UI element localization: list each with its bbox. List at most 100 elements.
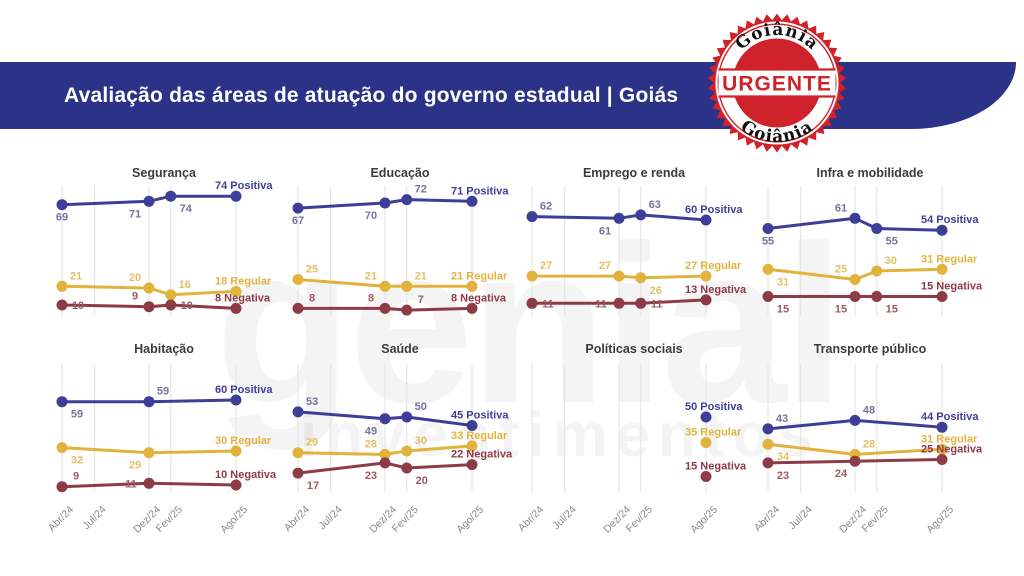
value-label: 34 (777, 451, 790, 463)
series-line-negativa (296, 461, 474, 475)
value-label: 16 (179, 279, 191, 291)
series-end-label: 45 Positiva (451, 410, 509, 422)
data-point (143, 301, 155, 313)
value-label: 70 (365, 210, 377, 222)
data-point (613, 297, 625, 309)
value-label: 11 (542, 298, 554, 310)
data-point (762, 223, 774, 234)
data-point (936, 224, 948, 236)
stamp-band (718, 68, 836, 98)
data-point (379, 280, 391, 292)
value-label: 20 (416, 475, 428, 487)
data-point (762, 423, 774, 435)
series-end-label: 31 Regular (921, 253, 978, 265)
series-end-label: 8 Negativa (215, 292, 271, 304)
x-tick-label: Jul/24 (550, 504, 578, 532)
value-label: 15 (835, 304, 847, 316)
value-label: 29 (129, 460, 141, 472)
x-tick-label: Abr/24 (752, 504, 782, 534)
series-line-positiva (60, 194, 238, 207)
data-point (700, 270, 712, 282)
value-label: 10 (72, 300, 84, 312)
data-point (292, 467, 304, 479)
data-point (401, 411, 413, 423)
series-line-positiva (296, 198, 474, 210)
data-point (143, 396, 155, 408)
x-tick-label: Ago/25 (454, 504, 486, 536)
value-label: 53 (306, 396, 318, 408)
data-point (56, 299, 68, 311)
data-point (936, 454, 948, 465)
data-point (292, 447, 304, 459)
series-end-label: 50 Positiva (685, 401, 743, 413)
data-point (700, 294, 712, 306)
header-banner: Avaliação das áreas de atuação do govern… (0, 62, 1016, 129)
series-line-negativa (530, 298, 708, 305)
urgente-stamp: Goiânia URGENTE Goiânia (707, 13, 847, 153)
value-label: 11 (651, 298, 663, 310)
series-end-label: 13 Negativa (685, 284, 747, 296)
data-point (292, 274, 304, 285)
chart-Infra e mobilidade: Infra e mobilidade 55 61 55 54 Positiva 31 25 3… (762, 166, 983, 316)
x-tick-label: Jul/24 (786, 504, 814, 532)
data-point (936, 291, 948, 302)
data-point (466, 195, 478, 207)
x-tick-label: Ago/25 (924, 504, 956, 536)
series-end-label: 15 Negativa (685, 461, 747, 473)
stamp-urgente-label: URGENTE (722, 73, 832, 96)
chart-title: Emprego e renda (583, 166, 686, 180)
data-point (466, 459, 478, 471)
data-point (165, 190, 177, 202)
value-label: 32 (71, 455, 83, 467)
value-label: 27 (540, 260, 552, 272)
value-label: 25 (306, 264, 318, 276)
chart-title: Infra e mobilidade (817, 166, 924, 180)
value-label: 9 (132, 291, 138, 303)
value-label: 24 (835, 468, 848, 480)
data-point (56, 280, 68, 292)
value-label: 25 (835, 264, 847, 276)
value-label: 20 (129, 272, 141, 284)
chart-title: Saúde (381, 342, 419, 356)
data-point (762, 291, 774, 302)
value-label: 21 (415, 270, 427, 282)
data-point (401, 462, 413, 474)
series-line-regular (60, 284, 238, 297)
value-label: 29 (306, 437, 318, 449)
data-point (700, 214, 712, 226)
series-end-label: 31 Regular (921, 433, 978, 445)
value-label: 30 (885, 255, 897, 267)
value-label: 10 (181, 300, 193, 312)
data-point (526, 297, 538, 309)
series-end-label: 44 Positiva (921, 411, 979, 423)
data-point (143, 477, 155, 489)
value-label: 15 (777, 304, 789, 316)
series-line-regular (296, 278, 474, 288)
value-label: 61 (835, 202, 847, 214)
chart-title: Educação (370, 166, 429, 180)
value-label: 49 (365, 426, 377, 438)
data-point (292, 406, 304, 418)
data-point (292, 202, 304, 214)
data-point (143, 195, 155, 207)
series-line-positiva (766, 216, 944, 232)
data-point (635, 297, 647, 309)
series-end-label: 18 Regular (215, 275, 272, 287)
data-point (466, 440, 478, 452)
x-tick-label: Jul/24 (80, 504, 108, 532)
data-point (401, 280, 413, 292)
series-end-label: 74 Positiva (215, 180, 273, 192)
data-point (292, 302, 304, 314)
series-line-positiva (296, 410, 474, 427)
data-point (466, 420, 478, 431)
value-label: 61 (599, 225, 611, 237)
value-label: 30 (415, 435, 427, 447)
series-end-label: 35 Regular (685, 427, 742, 439)
value-label: 8 (368, 292, 374, 304)
series-line-negativa (60, 303, 238, 310)
series-end-label: 15 Negativa (921, 281, 983, 293)
value-label: 62 (540, 201, 552, 213)
value-label: 11 (125, 478, 137, 490)
x-tick-label: Ago/25 (688, 504, 720, 536)
